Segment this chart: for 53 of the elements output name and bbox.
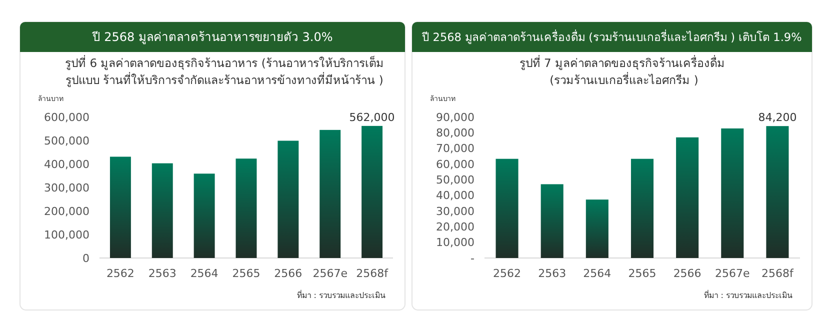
- chart-title: ปี 2568 มูลค่าตลาดร้านอาหารขยายตัว 3.0%: [91, 30, 333, 45]
- x-tick-label: 2568f: [356, 267, 390, 280]
- y-tick-label: 10,000: [436, 236, 474, 250]
- text: ที่มา : รวบรวมและประเมิน: [297, 289, 386, 300]
- x-tick-label: 2565: [232, 267, 260, 280]
- y-tick-label: 60,000: [436, 158, 474, 171]
- y-tick-label: 400,000: [44, 158, 90, 171]
- data-label: 84,200: [758, 111, 797, 124]
- bar: [766, 126, 789, 258]
- y-tick-label: 20,000: [436, 220, 474, 234]
- y-tick-label: 30,000: [436, 204, 474, 218]
- x-tick-label: 2566: [673, 267, 702, 280]
- y-tick-label: 100,000: [44, 228, 90, 242]
- x-tick-label: 2562: [106, 267, 134, 280]
- bar: [496, 158, 518, 258]
- bar: [721, 128, 744, 258]
- chart-subtitle: รูปที่ 6 มูลค่าตลาดของธุรกิจร้านอาหาร (ร้านอาหารให้บริการเต็ม รูปแบบ ร้านที่ให้บริการจำกัดและร้านอาหารข้างทางที่มีหน้าร้าน ): [65, 55, 384, 87]
- bar: [676, 137, 699, 258]
- y-tick-label: -: [470, 252, 475, 265]
- bar: [586, 200, 608, 258]
- x-tick-label: 2563: [148, 267, 176, 280]
- x-tick-label: 2564: [190, 267, 218, 280]
- chart-subtitle: รูปที่ 7 มูลค่าตลาดของธุรกิจร้านเครื่องดื่ม (รวมร้านเบเกอรี่และไอศกรีม ): [519, 55, 729, 87]
- y-tick-label: 80,000: [436, 126, 474, 140]
- y-tick-label: 500,000: [44, 134, 90, 148]
- bar: [236, 158, 257, 258]
- bar: [278, 140, 299, 258]
- y-tick-label: 90,000: [436, 110, 474, 124]
- bar: [540, 184, 564, 258]
- x-tick-label: 2563: [538, 267, 566, 280]
- x-tick-label: 2565: [628, 267, 656, 280]
- bar: [630, 158, 654, 258]
- chart-title: ปี 2568 มูลค่าตลาดร้านเครื่องดื่ม (รวมร้านเบเกอรี่และไอศกรีม ) เติบโต 1.9%: [421, 29, 802, 44]
- x-tick-label: 2564: [583, 267, 612, 280]
- y-tick-label: 40,000: [436, 189, 474, 202]
- y-tick-label: 600,000: [44, 110, 90, 124]
- bar: [362, 126, 383, 258]
- text: ที่มา : รวบรวมและประเมิน: [704, 289, 793, 300]
- x-tick-label: 2567e: [312, 267, 348, 280]
- bar: [152, 163, 173, 258]
- y-tick-label: 0: [82, 252, 90, 265]
- bar: [110, 156, 131, 258]
- data-label: 562,000: [349, 110, 395, 124]
- y-tick-label: 200,000: [44, 204, 90, 218]
- bar: [194, 174, 215, 258]
- x-tick-label: 2567e: [715, 267, 750, 280]
- x-tick-label: 2566: [274, 267, 302, 280]
- x-tick-label: 2562: [493, 267, 522, 280]
- bar: [320, 130, 341, 258]
- y-tick-label: 300,000: [44, 181, 90, 194]
- x-tick-label: 2568f: [762, 267, 795, 280]
- y-tick-label: 70,000: [436, 142, 474, 156]
- y-tick-label: 50,000: [436, 174, 474, 187]
